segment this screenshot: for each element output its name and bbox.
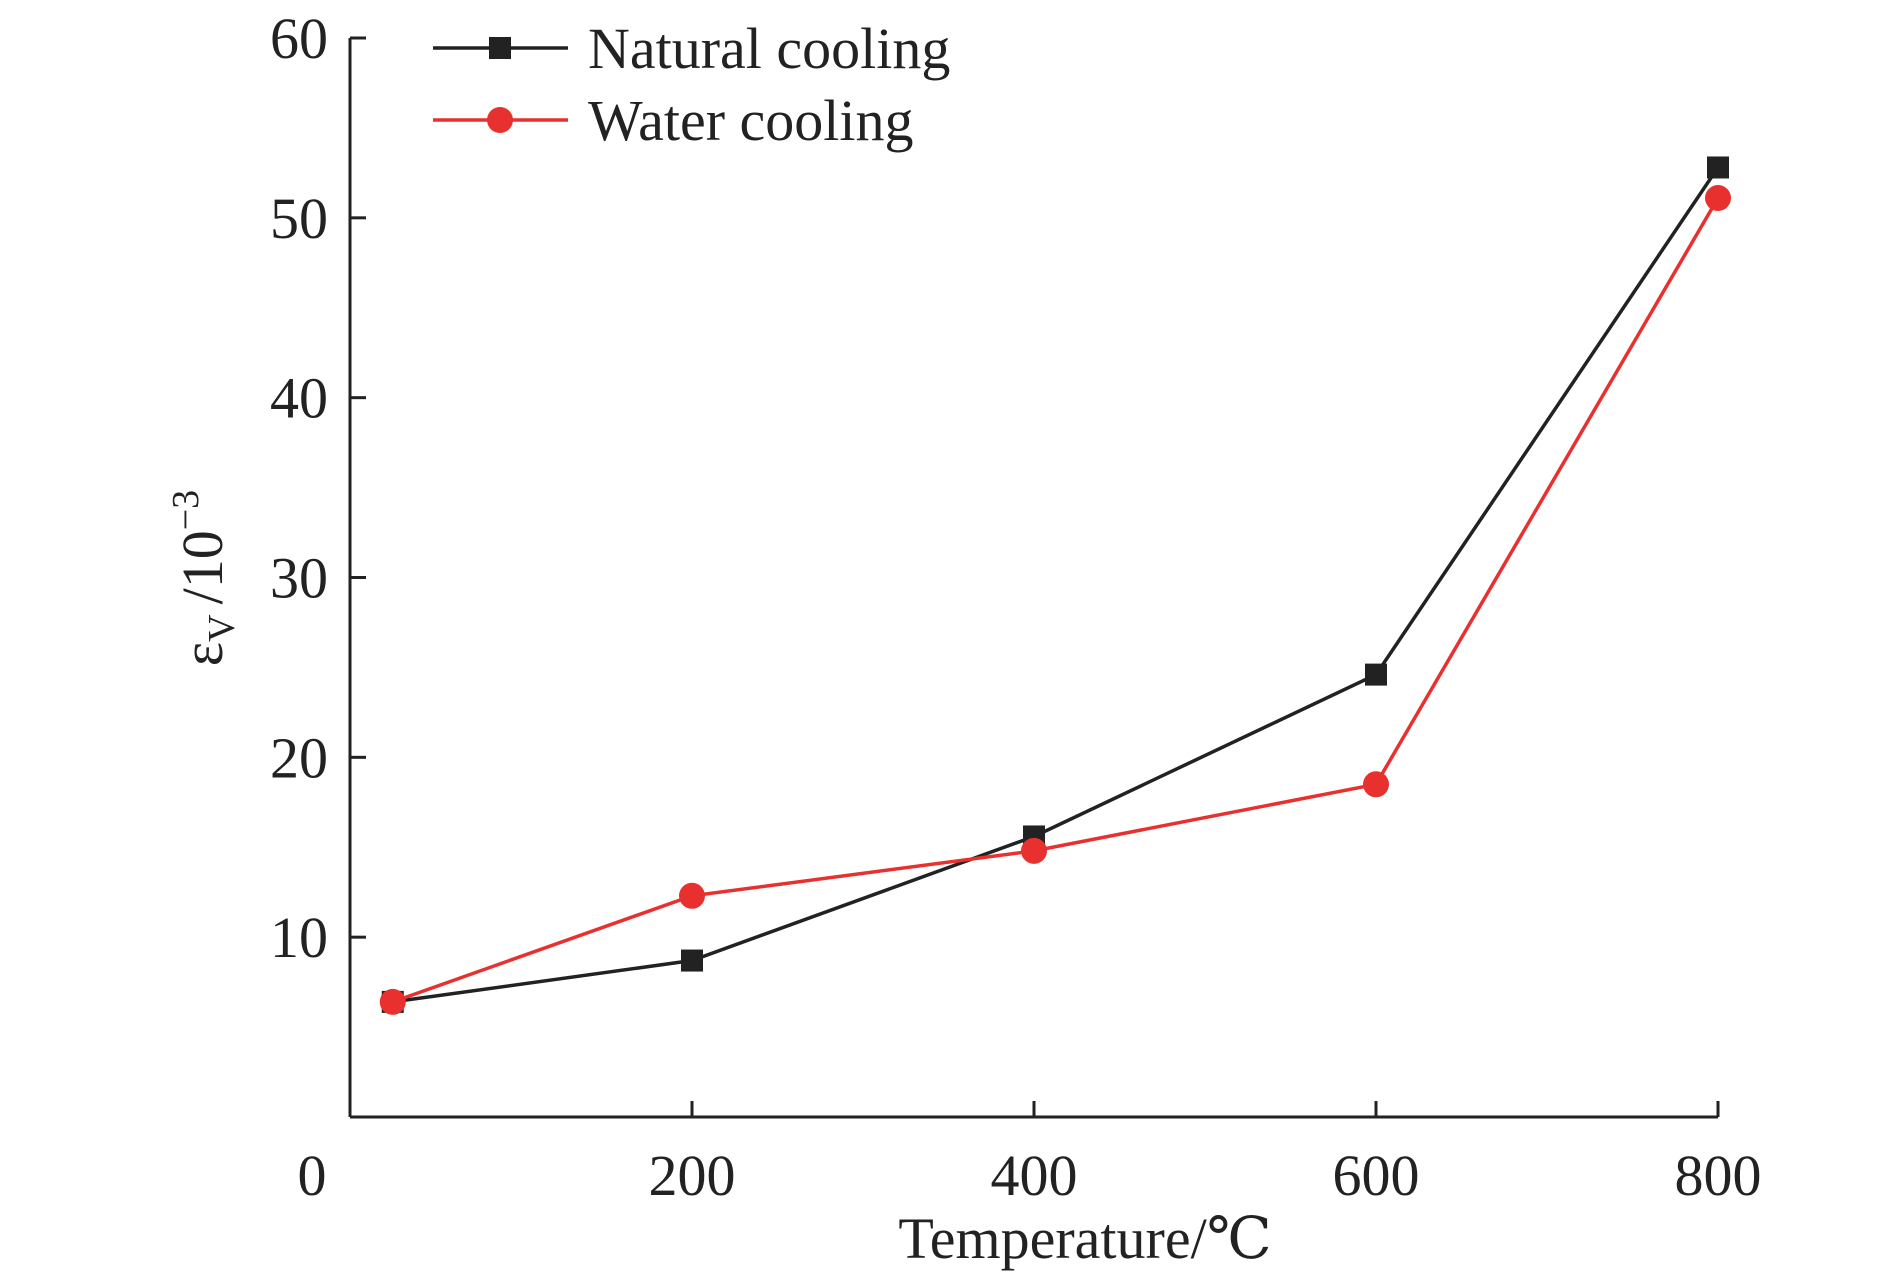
axes: 200 400 600 800 10 20 30 40 50 60 0 [270,6,1762,1208]
data-point [1705,185,1731,212]
y-tick-label: 20 [270,725,328,790]
x-tick-label: 200 [649,1143,736,1208]
y-axis-title: εV/10−3 [165,490,243,666]
legend-label: Natural cooling [588,16,950,81]
y-axis-subscript: V [201,614,243,642]
y-tick-label: 40 [270,366,328,431]
data-point [679,882,705,909]
y-tick-label: 30 [270,546,328,611]
x-origin-label: 0 [298,1143,327,1208]
legend-marker [487,107,513,133]
x-axis-title: Temperature/℃ [898,1206,1271,1271]
legend-entry: Natural cooling [433,16,950,81]
legend-marker [489,37,511,59]
data-point [1021,837,1047,864]
data-point [681,949,703,972]
data-point [1363,771,1389,798]
data-point [1365,663,1387,686]
series-line [392,166,1720,1004]
x-tick-label: 800 [1675,1143,1762,1208]
data-point [379,988,406,1015]
y-ticks: 10 20 30 40 50 60 [270,6,366,970]
data-point [1707,156,1729,179]
y-axis-symbol: ε [170,642,235,666]
series-layer [379,156,1731,1015]
legend-entry: Water cooling [433,88,914,153]
y-axis-exponent: −3 [165,490,207,530]
x-ticks: 200 400 600 800 [649,1101,1762,1208]
series-water-cooling [379,185,1731,1015]
series-natural-cooling [381,156,1729,1013]
y-axis-unit: /10 [170,530,235,604]
y-tick-label: 10 [270,905,328,970]
x-tick-label: 600 [1333,1143,1420,1208]
legend-label: Water cooling [588,88,914,153]
x-tick-label: 400 [991,1143,1078,1208]
y-tick-label: 50 [270,186,328,251]
series-line [392,197,1720,1004]
y-tick-label: 60 [270,6,328,71]
legend: Natural cooling Water cooling [433,16,950,153]
